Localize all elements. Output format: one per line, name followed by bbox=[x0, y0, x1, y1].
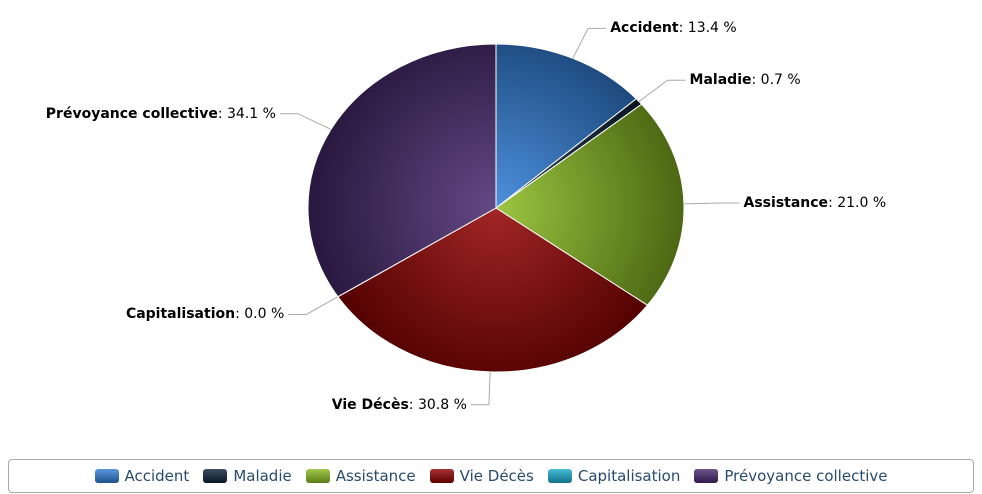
data-label: Assistance21.0 % bbox=[744, 195, 887, 211]
pie-slice bbox=[495, 43, 637, 210]
label-name: Maladie bbox=[689, 72, 752, 89]
label-name: Capitalisation bbox=[125, 306, 236, 323]
data-label: Maladie0.7 % bbox=[690, 72, 801, 88]
label-connector bbox=[638, 79, 686, 102]
legend-swatch bbox=[429, 469, 454, 483]
legend-label: Prévoyance collective bbox=[724, 467, 888, 485]
label-value: 0.0 % bbox=[235, 306, 284, 322]
legend-item[interactable]: Maladie bbox=[203, 467, 292, 485]
legend-label: Maladie bbox=[233, 467, 292, 485]
label-value: 21.0 % bbox=[828, 195, 886, 211]
label-value: 34.1 % bbox=[218, 106, 276, 122]
label-name: Vie Décès bbox=[331, 396, 409, 413]
label-name: Accident bbox=[610, 20, 679, 37]
legend-label: Assistance bbox=[335, 467, 416, 485]
label-connector bbox=[683, 202, 740, 205]
legend-swatch bbox=[547, 469, 572, 483]
data-label: Vie Décès30.8 % bbox=[332, 397, 467, 413]
legend-item[interactable]: Prévoyance collective bbox=[694, 467, 887, 485]
legend-swatch bbox=[203, 469, 228, 483]
legend-item[interactable]: Vie Décès bbox=[429, 467, 534, 485]
label-name: Prévoyance collective bbox=[45, 105, 218, 122]
legend-label: Capitalisation bbox=[577, 467, 681, 485]
label-connector bbox=[288, 296, 339, 315]
legend-swatch bbox=[94, 469, 119, 483]
legend-swatch bbox=[305, 469, 330, 483]
label-connector bbox=[279, 113, 332, 130]
legend: Accident Maladie Assistance Vie Décès Capita… bbox=[8, 459, 974, 493]
legend-item[interactable]: Accident bbox=[94, 467, 190, 485]
label-value: 0.7 % bbox=[752, 72, 801, 88]
label-connector bbox=[572, 27, 607, 59]
label-value: 13.4 % bbox=[679, 20, 737, 36]
legend-swatch bbox=[694, 469, 719, 483]
legend-label: Vie Décès bbox=[459, 467, 534, 485]
data-label: Prévoyance collective34.1 % bbox=[46, 106, 276, 122]
label-name: Assistance bbox=[743, 195, 829, 212]
pie-area bbox=[279, 27, 740, 406]
label-value: 30.8 % bbox=[409, 397, 467, 413]
label-connector bbox=[470, 371, 491, 406]
data-label: Accident13.4 % bbox=[610, 20, 737, 36]
data-label: Capitalisation0.0 % bbox=[126, 306, 284, 322]
legend-label: Accident bbox=[124, 467, 190, 485]
legend-item[interactable]: Assistance bbox=[305, 467, 416, 485]
legend-item[interactable]: Capitalisation bbox=[547, 467, 681, 485]
